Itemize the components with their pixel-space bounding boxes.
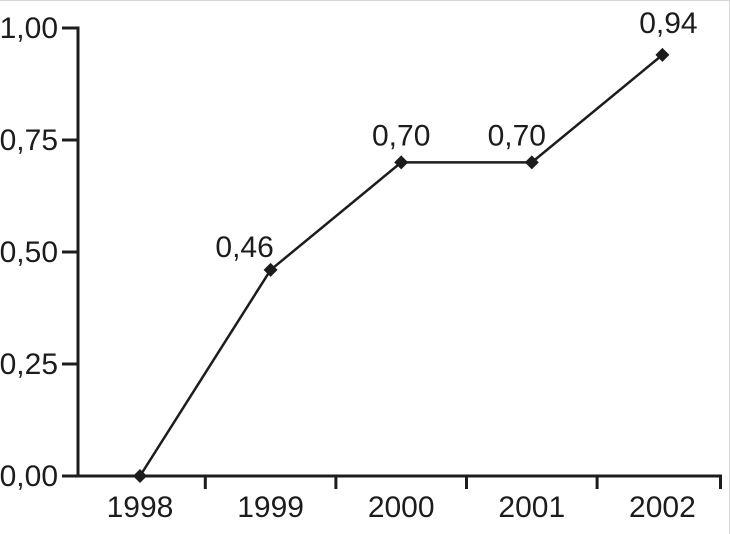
x-axis-tick-label: 1999 <box>237 491 304 524</box>
x-axis-tick-label: 2001 <box>498 491 565 524</box>
y-axis-tick-label: 0,25 <box>0 348 58 381</box>
x-axis-tick-label: 2000 <box>368 491 435 524</box>
data-point-marker <box>133 469 147 483</box>
data-point-label: 0,70 <box>488 119 546 152</box>
y-axis-tick-label: 0,00 <box>0 460 58 493</box>
data-point-label: 0,46 <box>215 231 273 264</box>
data-point-marker <box>655 47 670 62</box>
y-axis-tick-label: 1,00 <box>0 12 58 45</box>
data-point-marker <box>263 262 278 277</box>
data-point-label: 0,94 <box>639 7 697 40</box>
x-axis-tick-label: 2002 <box>629 491 696 524</box>
y-axis-tick-label: 0,50 <box>0 236 58 269</box>
data-point-label: 0,70 <box>372 119 430 152</box>
data-point-marker <box>394 155 409 170</box>
data-series-line <box>138 53 664 477</box>
x-axis-tick-label: 1998 <box>107 491 174 524</box>
y-axis-tick-label: 0,75 <box>0 124 58 157</box>
data-point-marker <box>524 155 539 170</box>
